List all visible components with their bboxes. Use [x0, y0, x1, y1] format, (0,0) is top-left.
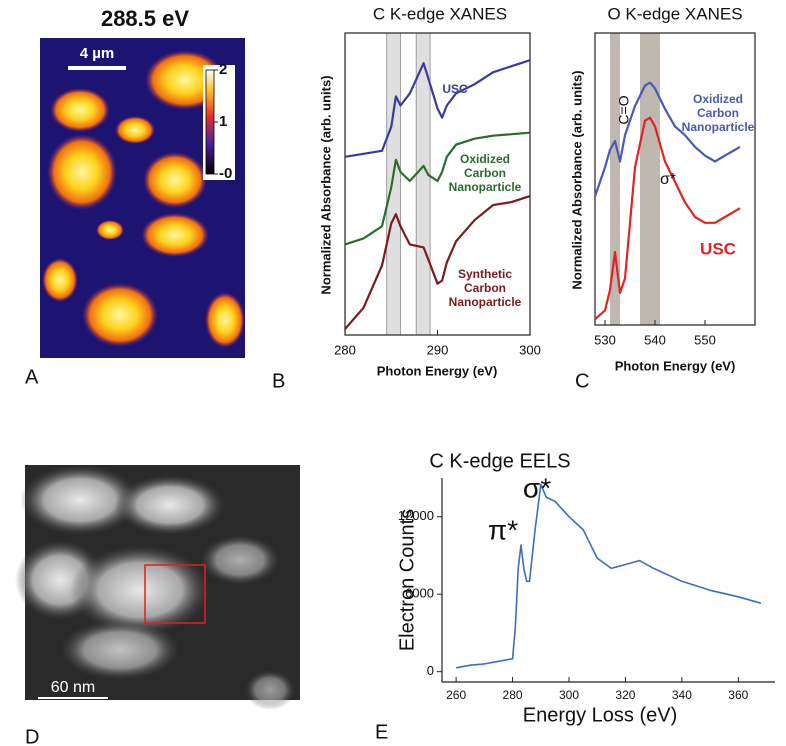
x-axis-label: Energy Loss (eV): [523, 704, 678, 726]
panel-label: B: [272, 370, 285, 392]
colorbar-tick-label: 1: [219, 113, 227, 130]
series-line: [344, 131, 531, 246]
x-tick-label: 300: [519, 342, 541, 357]
x-tick-label: 300: [559, 688, 579, 702]
chart: C K-edge EELS Energy Loss (eV) Electron Co…: [396, 450, 775, 726]
image-d: 60 nm: [15, 465, 300, 710]
band: [386, 32, 401, 336]
x-tick-label: 550: [694, 332, 716, 347]
y-axis-label: Normalized Absorbance (arb. units): [569, 70, 584, 289]
selection-box: [144, 564, 206, 624]
x-axis-label: Photon Energy (eV): [615, 358, 736, 373]
panel-label: C: [575, 370, 589, 392]
chart: C K-edge XANES Photon Energy (eV) Normaliz…: [318, 4, 540, 378]
x-tick-label: 280: [503, 688, 523, 702]
x-tick-label: 540: [644, 332, 666, 347]
x-tick-label: 290: [427, 342, 449, 357]
x-tick-label: 530: [594, 332, 616, 347]
annotation: σ*: [523, 472, 551, 503]
series-line: [344, 59, 531, 158]
annotation: π*: [488, 514, 518, 545]
y-tick-label: 6000: [405, 586, 434, 601]
x-tick-label: 340: [672, 688, 692, 702]
y-tick-label: 12000: [398, 508, 434, 523]
series-label: Synthetic Carbon Nanoparticle: [449, 267, 522, 309]
x-tick-label: 360: [728, 688, 748, 702]
x-tick-label: 260: [446, 688, 466, 702]
panel-label: E: [375, 721, 388, 743]
series-label: USC: [442, 82, 468, 96]
chart-title: C K-edge EELS: [429, 450, 570, 472]
chart: O K-edge XANES Photon Energy (eV) Normaliz…: [569, 4, 756, 373]
series-line: [455, 483, 762, 669]
scale-bar: [38, 697, 108, 699]
series-label: Oxidized Carbon Nanoparticle: [449, 152, 522, 194]
series-line: [344, 195, 531, 330]
image-a: 4 µm: [40, 38, 245, 358]
annotation: C=O: [616, 95, 632, 124]
y-axis-label: Normalized Absorbance (arb. units): [318, 75, 333, 294]
y-tick-label: 0: [427, 663, 434, 678]
x-tick-label: 320: [615, 688, 635, 702]
plot-frame: [594, 32, 756, 326]
colorbar-tick-label: -0: [219, 165, 232, 182]
band: [610, 33, 620, 325]
y-axis-label: Electron Counts: [396, 509, 418, 651]
panel-label: D: [25, 726, 39, 746]
band: [640, 33, 660, 325]
colorbar-tick-label: 2: [219, 61, 227, 78]
x-tick-label: 280: [334, 342, 356, 357]
series-label: USC: [700, 239, 736, 258]
annotation: σ*: [660, 171, 676, 188]
chart-title: O K-edge XANES: [607, 4, 742, 23]
panel-label: A: [25, 366, 39, 388]
x-axis-label: Photon Energy (eV): [377, 363, 498, 378]
series-label: Oxidized Carbon Nanoparticle: [682, 92, 755, 134]
colorbar: [205, 69, 215, 175]
series-line: [593, 81, 741, 197]
image-title: 288.5 eV: [101, 6, 189, 31]
scale-bar-label: 4 µm: [80, 45, 115, 62]
scale-bar-label: 60 nm: [51, 679, 95, 696]
chart-title: C K-edge XANES: [373, 4, 507, 23]
series-line: [594, 116, 741, 321]
scale-bar: [68, 66, 126, 70]
